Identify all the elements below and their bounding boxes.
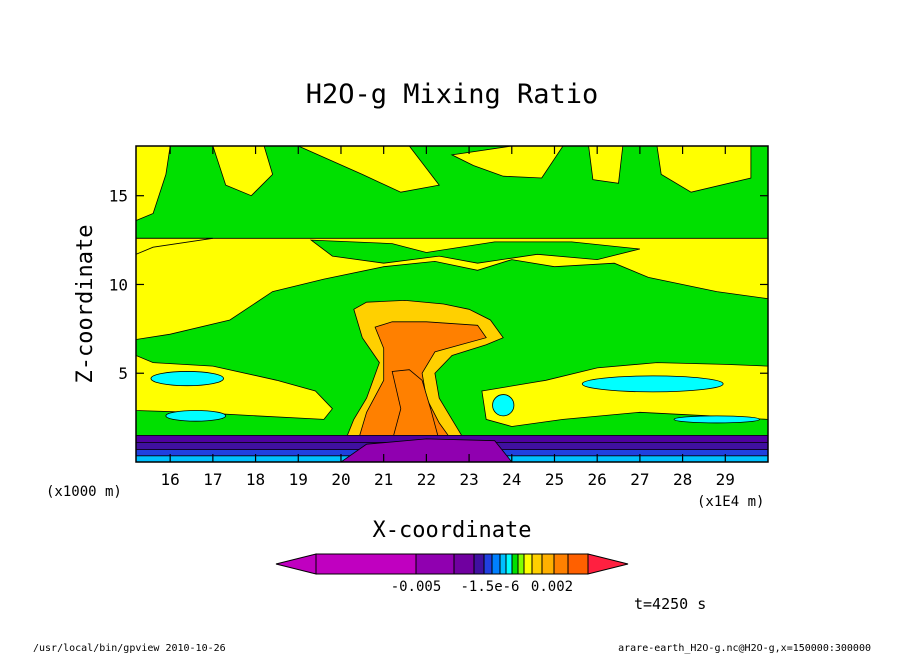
x-tick-label: 21 bbox=[374, 470, 393, 489]
dry-pocket bbox=[492, 394, 515, 417]
y-axis-label: Z-coordinate bbox=[73, 225, 98, 384]
x-tick-label: 23 bbox=[459, 470, 478, 489]
band-gap bbox=[309, 239, 640, 264]
chart-title: H2O-g Mixing Ratio bbox=[306, 79, 599, 110]
footer-left: /usr/local/bin/gpview 2010-10-26 bbox=[33, 643, 226, 654]
dry-pocket bbox=[673, 415, 760, 424]
dry-pocket bbox=[165, 410, 227, 422]
y-tick-label: 5 bbox=[118, 364, 128, 383]
colorbar-segment bbox=[473, 553, 485, 575]
x-tick-label: 22 bbox=[417, 470, 436, 489]
contour-field bbox=[136, 146, 768, 462]
x-tick-label: 24 bbox=[502, 470, 521, 489]
colorbar-segment bbox=[511, 553, 519, 575]
colorbar-tick-label: -0.005 bbox=[391, 579, 442, 595]
x-tick-label: 20 bbox=[331, 470, 350, 489]
x-tick-label: 16 bbox=[161, 470, 180, 489]
colorbar-segment bbox=[505, 553, 513, 575]
colorbar-segment bbox=[415, 553, 455, 575]
colorbar-segment bbox=[553, 553, 569, 575]
x-tick-label: 27 bbox=[630, 470, 649, 489]
y-axis: 5 10 15 bbox=[109, 187, 768, 383]
colorbar-segment bbox=[531, 553, 543, 575]
x-tick-label: 29 bbox=[716, 470, 735, 489]
colorbar-segment bbox=[499, 553, 507, 575]
x-unit-label: (x1E4 m) bbox=[697, 494, 764, 510]
colorbar-extend-low bbox=[275, 553, 317, 575]
x-tick-label: 17 bbox=[203, 470, 222, 489]
colorbar-segment bbox=[483, 553, 493, 575]
x-axis: 16 17 18 19 20 21 22 23 24 25 26 27 28 29 bbox=[161, 146, 735, 489]
x-tick-label: 28 bbox=[673, 470, 692, 489]
moist-band bbox=[136, 237, 768, 340]
moist-band bbox=[136, 237, 213, 255]
moist-streak bbox=[588, 146, 624, 184]
y-unit-label: (x1000 m) bbox=[46, 484, 122, 500]
colorbar-tick-label: -1.5e-6 bbox=[460, 579, 519, 595]
dry-pocket bbox=[581, 375, 724, 393]
x-tick-label: 26 bbox=[588, 470, 607, 489]
y-tick-label: 15 bbox=[109, 187, 128, 206]
x-tick-label: 19 bbox=[289, 470, 308, 489]
y-tick-label: 10 bbox=[109, 275, 128, 294]
colorbar-segment bbox=[541, 553, 555, 575]
colorbar-segment bbox=[315, 553, 417, 575]
x-axis-label: X-coordinate bbox=[373, 518, 532, 543]
x-tick-label: 25 bbox=[545, 470, 564, 489]
colorbar-extend-high bbox=[587, 553, 629, 575]
x-tick-label: 18 bbox=[246, 470, 265, 489]
moist-streak bbox=[656, 146, 752, 193]
colorbar-segment bbox=[523, 553, 533, 575]
colorbar-segment bbox=[453, 553, 475, 575]
colorbar: -0.005 -1.5e-6 0.002 bbox=[275, 553, 629, 595]
colorbar-tick-label: 0.002 bbox=[531, 579, 573, 595]
moist-streak bbox=[212, 146, 274, 197]
moist-streak bbox=[450, 146, 564, 179]
moist-streak bbox=[298, 146, 440, 193]
colorbar-segment bbox=[517, 553, 525, 575]
moist-streak bbox=[136, 146, 171, 222]
footer-right: arare-earth_H2O-g.nc@H2O-g,x=150000:3000… bbox=[618, 643, 871, 654]
colorbar-segment bbox=[491, 553, 501, 575]
colorbar-segment bbox=[567, 553, 589, 575]
plot-frame bbox=[135, 145, 769, 463]
dry-pocket bbox=[150, 371, 224, 387]
time-label: t=4250 s bbox=[634, 595, 706, 613]
